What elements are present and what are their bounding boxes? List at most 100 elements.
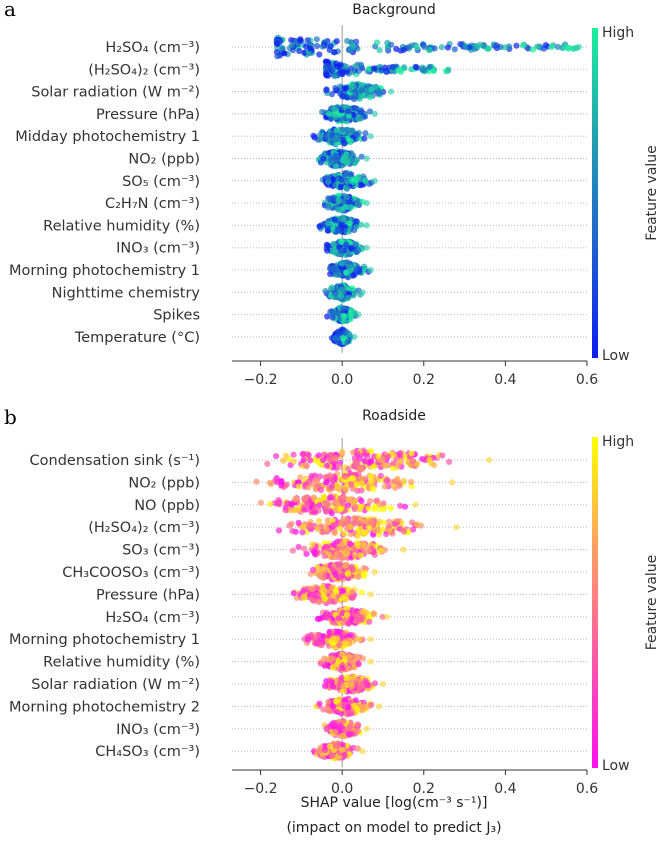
- shap-point: [321, 595, 328, 603]
- shap-point: [307, 457, 314, 464]
- shap-point: [370, 486, 377, 493]
- panel-roadside: b Roadside Condensation sink (s⁻¹) NO₂ (p…: [4, 405, 660, 797]
- shap-point: [363, 178, 370, 185]
- shap-point: [324, 227, 331, 234]
- panel-background: a Background H₂SO₄ (cm⁻³) (H₂SO₄)₂ (cm⁻³)…: [4, 0, 660, 388]
- shap-point: [350, 292, 357, 299]
- shap-point: [325, 698, 332, 705]
- shap-point: [323, 62, 330, 69]
- shap-point: [326, 456, 333, 463]
- shap-point: [347, 244, 355, 251]
- shap-point: [331, 49, 338, 56]
- shap-point: [339, 665, 346, 672]
- shap-point: [348, 157, 355, 164]
- shap-point: [400, 46, 407, 54]
- shap-point: [333, 588, 340, 595]
- shap-point: [346, 722, 353, 730]
- shap-point: [371, 177, 378, 184]
- shap-point: [307, 524, 314, 531]
- shap-point: [321, 655, 328, 662]
- shap-point: [322, 288, 329, 295]
- beeswarm-points: [273, 34, 582, 348]
- shap-point: [358, 153, 365, 160]
- shap-point: [363, 222, 370, 229]
- shap-point: [388, 88, 395, 95]
- shap-point: [412, 63, 419, 70]
- shap-point: [363, 244, 370, 251]
- shap-point: [339, 448, 346, 455]
- shap-point: [352, 241, 359, 248]
- shap-point: [328, 284, 335, 291]
- shap-point: [342, 171, 349, 178]
- shap-point: [340, 305, 347, 312]
- shap-point: [358, 589, 365, 596]
- shap-point: [338, 176, 345, 183]
- shap-point: [362, 677, 369, 684]
- colorbar: High Low Feature value: [592, 434, 660, 774]
- shap-point: [309, 541, 316, 548]
- shap-point: [335, 197, 342, 204]
- feature-label: Pressure (hPa): [96, 587, 200, 603]
- shap-point: [332, 163, 340, 170]
- shap-point: [362, 529, 369, 536]
- shap-point: [275, 527, 283, 534]
- shap-point: [346, 653, 353, 660]
- shap-point: [312, 504, 319, 511]
- feature-label: SO₅ (cm⁻³): [122, 174, 200, 190]
- shap-point: [426, 64, 433, 71]
- shap-point: [314, 591, 322, 598]
- shap-point: [340, 286, 347, 293]
- shap-point: [303, 550, 310, 558]
- shap-point: [305, 452, 312, 459]
- shap-point: [332, 182, 339, 189]
- shap-point: [354, 539, 361, 546]
- shap-point: [336, 642, 343, 649]
- shap-point: [349, 566, 357, 574]
- shap-point: [316, 700, 323, 707]
- shap-point: [377, 547, 384, 554]
- shap-point: [382, 462, 389, 469]
- shap-point: [421, 67, 428, 74]
- shap-point: [323, 241, 330, 248]
- shap-point: [575, 43, 582, 51]
- shap-point: [339, 126, 347, 133]
- shap-point: [354, 45, 361, 52]
- shap-point: [315, 517, 323, 525]
- feature-label: C₂H₇N (cm⁻³): [105, 196, 200, 212]
- shap-point: [278, 477, 285, 485]
- shap-point: [370, 463, 377, 470]
- shap-point: [388, 41, 395, 48]
- shap-point: [344, 178, 352, 185]
- shap-point: [342, 329, 349, 336]
- shap-point: [412, 501, 419, 508]
- shap-point: [330, 176, 337, 183]
- shap-point: [321, 747, 328, 754]
- feature-label: Morning photochemistry 2: [9, 699, 200, 715]
- shap-point: [356, 455, 363, 462]
- beeswarm-points: [253, 447, 493, 762]
- shap-point: [370, 610, 377, 617]
- shap-point: [320, 565, 327, 572]
- shap-point: [367, 636, 374, 643]
- shap-point: [449, 479, 456, 486]
- shap-point: [354, 451, 361, 458]
- shap-point: [292, 496, 299, 503]
- shap-point: [371, 505, 378, 512]
- shap-point: [430, 67, 437, 74]
- colorbar-title: Feature value: [644, 555, 660, 651]
- shap-point: [366, 108, 374, 115]
- shap-point: [356, 520, 363, 527]
- shap-point: [335, 309, 342, 316]
- shap-point: [408, 478, 415, 486]
- feature-label: Solar radiation (W m⁻²): [31, 677, 200, 693]
- shap-point: [400, 528, 408, 535]
- shap-point: [375, 703, 382, 710]
- shap-point: [331, 529, 338, 536]
- shap-point: [357, 525, 364, 532]
- feature-label: H₂SO₄ (cm⁻³): [105, 40, 200, 56]
- shap-point: [341, 226, 348, 233]
- colorbar-low-label: Low: [602, 348, 630, 364]
- shap-point: [329, 226, 336, 233]
- shap-point: [343, 63, 350, 70]
- feature-label: NO (ppb): [134, 498, 200, 514]
